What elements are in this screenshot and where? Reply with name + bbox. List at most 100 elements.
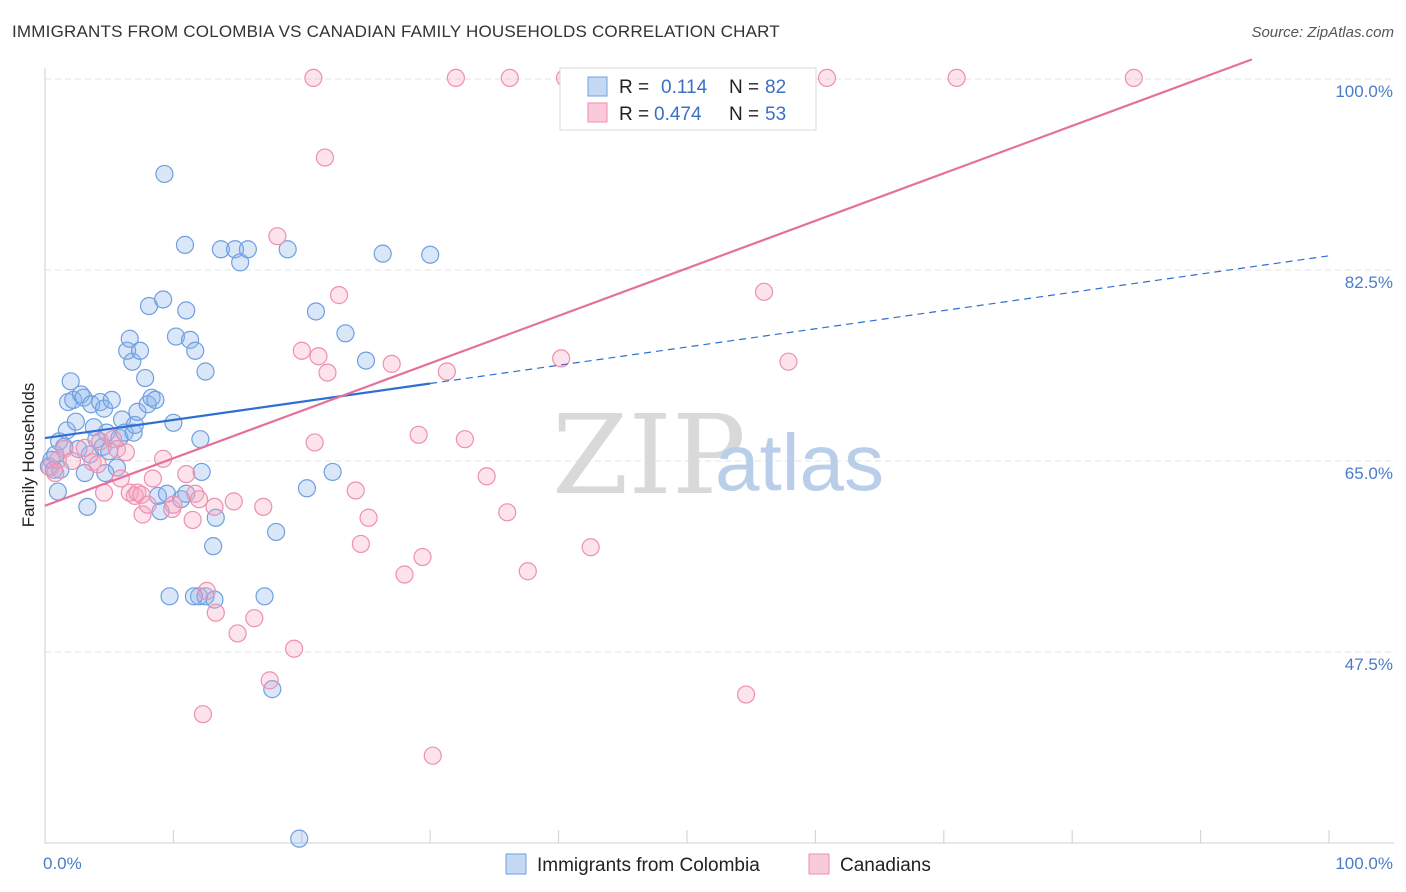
point-canadians (228, 624, 247, 643)
point-canadians (197, 581, 216, 600)
point-canadians (62, 451, 82, 471)
source-label: Source: ZipAtlas.com (1251, 24, 1394, 41)
point-canadians (75, 438, 94, 458)
point-canadians (206, 603, 225, 622)
point-colombia (373, 244, 392, 263)
point-canadians (413, 547, 432, 567)
point-canadians (498, 503, 517, 522)
point-colombia (146, 390, 165, 409)
trend-line-colombia-extension (430, 255, 1330, 385)
point-canadians (409, 425, 428, 444)
legend-r-value-2: 0.474 (654, 104, 702, 125)
chart-title: IMMIGRANTS FROM COLOMBIA VS CANADIAN FAM… (12, 22, 780, 41)
data-points (39, 68, 1143, 848)
point-canadians (254, 497, 273, 516)
point-colombia (290, 829, 309, 848)
point-canadians (260, 671, 279, 690)
point-canadians (132, 485, 151, 504)
point-colombia (196, 362, 215, 381)
point-colombia (128, 402, 147, 421)
legend-n-value-1: 82 (765, 77, 786, 98)
point-canadians (143, 469, 162, 488)
bottom-legend-canadians: Canadians (840, 855, 931, 876)
y-tick-label: 82.5% (1345, 273, 1393, 292)
point-canadians (437, 362, 456, 381)
legend-swatch-canadians (587, 102, 608, 123)
point-canadians (382, 354, 401, 373)
point-colombia (336, 324, 355, 343)
bottom-legend: Immigrants from Colombia Canadians (505, 853, 931, 876)
point-canadians (41, 458, 60, 477)
point-colombia (154, 290, 173, 309)
point-canadians (245, 609, 264, 628)
point-canadians (177, 464, 196, 484)
point-canadians (477, 467, 496, 486)
point-colombia (204, 537, 223, 556)
point-canadians (48, 450, 67, 470)
point-colombia (61, 372, 80, 391)
point-canadians (189, 490, 209, 509)
point-canadians (304, 68, 323, 88)
y-tick-label: 65.0% (1345, 464, 1393, 483)
x-tick-label-min: 0.0% (43, 854, 82, 873)
legend-n-value-2: 53 (765, 104, 786, 125)
legend-r-label-1: R = (619, 77, 649, 98)
bottom-legend-swatch-colombia (505, 853, 527, 875)
point-colombia (323, 462, 342, 482)
point-canadians (309, 347, 328, 366)
point-colombia (166, 327, 186, 346)
point-canadians (133, 505, 152, 524)
point-canadians (395, 565, 414, 584)
point-colombia (306, 302, 326, 321)
point-canadians (193, 705, 213, 724)
point-colombia (155, 164, 174, 184)
point-colombia (120, 329, 139, 348)
point-colombia (255, 587, 274, 606)
point-colombia (78, 497, 97, 516)
point-canadians (754, 282, 774, 301)
y-tick-label: 47.5% (1345, 655, 1393, 674)
trend-lines (44, 58, 1330, 507)
point-canadians (423, 746, 442, 765)
point-canadians (205, 497, 224, 516)
watermark-atlas: atlas (715, 418, 884, 507)
point-canadians (552, 349, 571, 368)
legend-r-value-1: 0.114 (661, 77, 708, 98)
point-colombia (278, 240, 297, 259)
point-canadians (329, 286, 349, 305)
gridlines (45, 78, 1394, 653)
legend-box: R = 0.114 N = 82 R = 0.474 N = 53 (559, 67, 817, 131)
point-colombia (136, 368, 155, 388)
point-colombia (102, 390, 121, 409)
point-canadians (817, 68, 837, 88)
tick-labels: 47.5% 65.0% 82.5% 100.0% 0.0% 100.0% (43, 82, 1393, 873)
point-canadians (125, 486, 144, 506)
point-canadians (446, 68, 465, 88)
point-colombia (267, 522, 286, 542)
point-canadians (164, 495, 183, 514)
point-colombia (297, 479, 317, 498)
point-canadians (183, 510, 202, 530)
bottom-legend-colombia: Immigrants from Colombia (537, 855, 760, 876)
point-colombia (107, 458, 127, 477)
point-canadians (351, 534, 370, 554)
point-colombia (175, 235, 195, 254)
point-colombia (48, 482, 67, 501)
axes (44, 68, 1394, 844)
point-canadians (292, 341, 311, 360)
legend-n-label-2: N = (729, 104, 759, 125)
point-canadians (500, 68, 519, 88)
point-colombia (160, 587, 179, 606)
point-canadians (581, 538, 600, 557)
point-canadians (116, 443, 135, 462)
point-colombia (164, 413, 183, 432)
point-colombia (180, 330, 200, 349)
point-canadians (138, 495, 157, 514)
point-colombia (192, 462, 211, 482)
bottom-legend-swatch-canadians (808, 853, 830, 875)
point-canadians (1124, 68, 1143, 88)
point-colombia (211, 240, 231, 259)
point-colombia (421, 245, 440, 264)
point-canadians (284, 639, 304, 658)
